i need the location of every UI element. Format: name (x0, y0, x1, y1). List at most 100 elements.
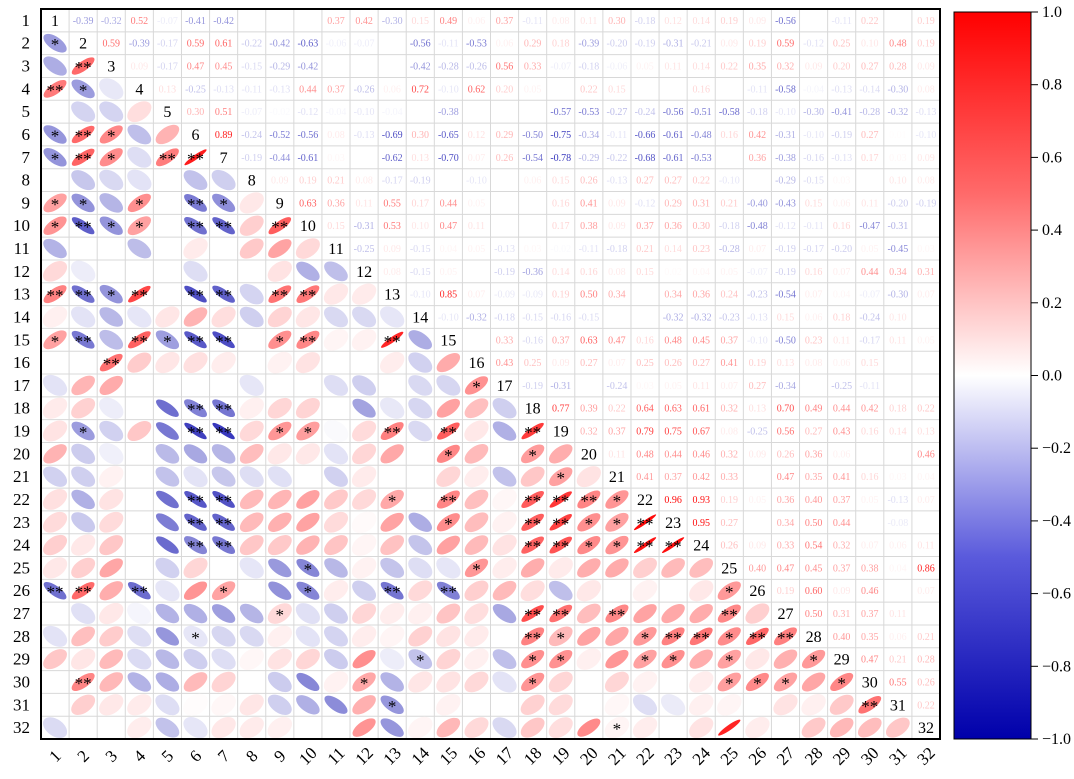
significance-mark: * (51, 149, 60, 168)
cell-ellipse (239, 626, 264, 647)
cell-value: -0.28 (719, 244, 740, 255)
cell-value: -0.39 (73, 16, 94, 27)
cell-value: -0.20 (831, 244, 852, 255)
significance-mark: ** (552, 537, 569, 556)
cell-ellipse (464, 535, 489, 555)
significance-mark: * (51, 332, 60, 351)
significance-mark: ** (552, 514, 569, 533)
cell-ellipse (549, 514, 572, 531)
cell-value: 0.09 (608, 198, 626, 209)
significance-mark: * (641, 651, 650, 670)
cell-ellipse (324, 558, 348, 578)
cell-value: 0.36 (664, 221, 682, 232)
col-tick-label: 21 (604, 743, 629, 768)
cell-value: 0.13 (777, 358, 795, 369)
cell-ellipse (295, 397, 320, 419)
cell-ellipse (99, 694, 124, 716)
cell-ellipse (323, 306, 349, 328)
cell-value: 0.13 (412, 153, 430, 164)
diagonal-label: 21 (609, 469, 625, 486)
cell-ellipse (155, 672, 180, 692)
cell-value: 0.11 (889, 335, 906, 346)
cell-value: 0.11 (693, 381, 710, 392)
cell-value: 0.56 (777, 427, 795, 438)
cell-ellipse (520, 558, 545, 578)
cell-value: 0.10 (889, 312, 907, 323)
cell-ellipse (295, 238, 320, 259)
cell-value: -0.24 (859, 312, 880, 323)
cell-value: 0.08 (383, 267, 401, 278)
cell-value: 0.26 (721, 541, 739, 552)
cell-ellipse (267, 716, 293, 739)
cell-value: 0.44 (440, 198, 458, 209)
cell-ellipse (351, 557, 377, 579)
significance-mark: ** (215, 218, 232, 237)
cell-value: -0.18 (494, 312, 515, 323)
cell-value: -0.24 (635, 107, 656, 118)
significance-mark: * (79, 81, 88, 100)
cell-value: -0.34 (578, 130, 599, 141)
cell-ellipse (352, 398, 376, 418)
cell-value: -0.19 (241, 153, 262, 164)
significance-mark: ** (693, 628, 710, 647)
cell-ellipse (323, 580, 349, 602)
cell-value: 0.45 (215, 62, 233, 73)
cell-ellipse (71, 421, 95, 441)
cell-ellipse (128, 285, 151, 303)
significance-mark: ** (75, 674, 92, 693)
cell-ellipse (351, 534, 377, 556)
cell-ellipse (521, 605, 544, 622)
cell-value: -0.43 (775, 198, 796, 209)
cell-value: 0.07 (805, 290, 823, 301)
cell-ellipse (183, 237, 208, 260)
cell-ellipse (212, 285, 235, 303)
cell-ellipse (408, 420, 433, 442)
cell-ellipse (604, 671, 629, 693)
significance-mark: ** (75, 583, 92, 602)
significance-mark: ** (131, 332, 148, 351)
cell-value: 0.43 (833, 427, 851, 438)
cell-ellipse (98, 465, 124, 488)
cell-value: 0.51 (215, 107, 233, 118)
significance-mark: * (528, 651, 537, 670)
cell-value: 0.08 (355, 176, 373, 187)
cell-ellipse (324, 649, 348, 670)
cell-ellipse (42, 420, 68, 442)
cell-ellipse (127, 625, 152, 647)
cell-ellipse (239, 648, 264, 671)
row-tick-label: 31 (13, 695, 30, 714)
significance-mark: ** (187, 514, 204, 533)
cell-value: -0.13 (494, 244, 515, 255)
cell-value: 0.15 (327, 221, 345, 232)
cell-value: 0.16 (692, 84, 710, 95)
cell-ellipse (127, 672, 152, 692)
cell-value: 0.27 (664, 176, 682, 187)
cell-ellipse (323, 671, 349, 693)
cell-ellipse (43, 125, 67, 144)
diagonal-label: 20 (581, 446, 597, 463)
cell-value: 0.18 (889, 404, 907, 415)
row-tick-label: 1 (22, 11, 31, 30)
significance-mark: ** (524, 514, 541, 533)
col-tick-label: 28 (801, 743, 826, 768)
cell-ellipse (408, 397, 433, 419)
cell-value: -0.17 (157, 62, 178, 73)
cell-ellipse (717, 581, 741, 601)
cell-ellipse (99, 511, 124, 533)
diagonal-label: 27 (777, 606, 793, 623)
cell-ellipse (155, 717, 180, 738)
cell-value: -0.12 (635, 198, 656, 209)
cell-value: 0.30 (692, 221, 710, 232)
cell-ellipse (43, 216, 67, 235)
cell-value: 0.16 (833, 221, 851, 232)
cell-value: -0.12 (803, 39, 824, 50)
cell-ellipse (492, 603, 517, 624)
cell-ellipse (184, 149, 207, 166)
cell-value: 0.36 (749, 153, 767, 164)
significance-mark: * (276, 606, 285, 625)
cell-ellipse (296, 695, 320, 715)
cell-ellipse (660, 694, 686, 716)
cell-ellipse (156, 536, 179, 554)
diagonal-label: 32 (918, 720, 934, 737)
cell-ellipse (268, 239, 292, 258)
